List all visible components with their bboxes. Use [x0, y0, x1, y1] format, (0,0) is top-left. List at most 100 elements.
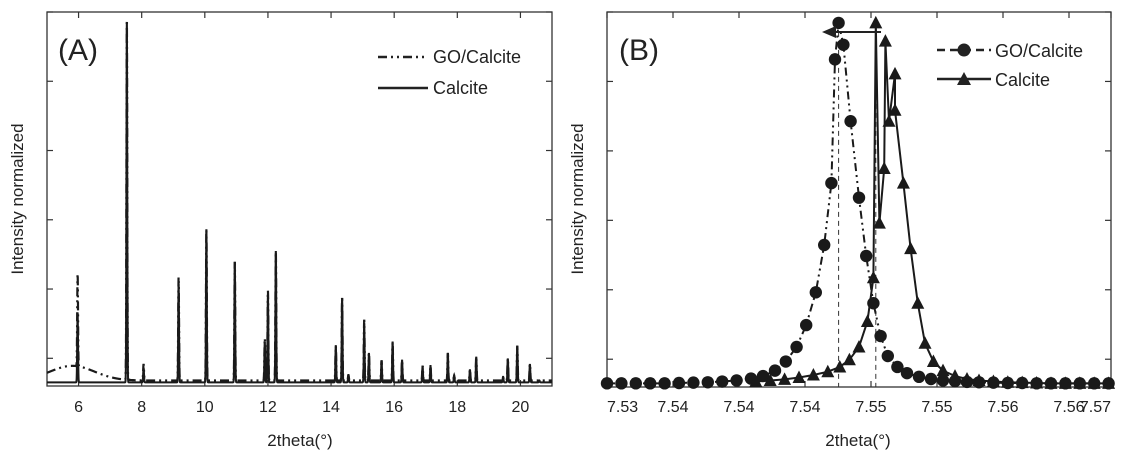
marker-go-calcite-point: [825, 176, 838, 190]
panel-b-x-tick-label: 7.53: [607, 399, 638, 416]
panel-a-x-tick-label: 16: [385, 399, 403, 416]
panel-a-frame: [46, 11, 553, 387]
marker-go-calcite-point: [701, 376, 714, 389]
marker-calcite-point: [860, 314, 874, 327]
panel-b-chart: 7.53 7.54 7.54 7.54 7.55 7.55 7.56 7.567.57 (B)…: [568, 11, 1116, 450]
legend-b-calcite-marker: [957, 72, 971, 85]
panel-b-x-tick-label: 7.54: [723, 399, 754, 416]
panel-a-x-tick-label: 8: [137, 399, 146, 416]
marker-go-calcite-point: [828, 53, 842, 66]
marker-go-calcite-point: [730, 374, 743, 387]
marker-go-calcite-point: [790, 340, 803, 354]
marker-calcite-point: [792, 370, 806, 384]
marker-go-calcite-point: [716, 375, 729, 388]
panel-b-x-tick-label: 7.54: [657, 399, 688, 416]
marker-go-calcite-point: [768, 364, 782, 377]
marker-go-calcite-point: [891, 360, 904, 374]
marker-calcite-point: [972, 373, 986, 386]
panel-b-x-tick-label: 7.56: [1053, 399, 1084, 416]
marker-go-calcite-point: [874, 329, 887, 343]
marker-calcite-point: [918, 336, 932, 349]
panel-a-x-tick-label: 6: [74, 399, 83, 416]
panel-b-x-tick-label: 7.54: [789, 399, 820, 416]
marker-calcite-point: [1030, 375, 1044, 389]
marker-go-calcite-point: [860, 249, 873, 263]
panel-a-series: [46, 21, 552, 384]
marker-calcite-point: [882, 114, 896, 127]
marker-go-calcite-point: [832, 16, 845, 30]
marker-go-calcite-point: [658, 377, 671, 390]
panel-a-label: (A): [58, 34, 98, 67]
marker-go-calcite-point: [881, 349, 894, 363]
panel-a-axis-ticks: 6 8 10 12 14 16 18 20: [47, 11, 552, 416]
panel-b-x-tick-label: 7.55: [921, 399, 952, 416]
marker-calcite-point: [872, 216, 886, 229]
panel-a-x-tick-label: 20: [512, 399, 530, 416]
marker-calcite-point: [936, 363, 950, 377]
marker-go-calcite-point: [600, 377, 614, 390]
marker-calcite-point: [888, 66, 902, 80]
marker-go-calcite-point: [818, 238, 831, 252]
marker-calcite-point: [1001, 375, 1015, 388]
marker-go-calcite-point: [936, 374, 950, 387]
marker-go-calcite-point: [644, 377, 657, 390]
marker-go-calcite-point: [900, 366, 914, 380]
legend-b-go-calcite-label: GO/Calcite: [995, 41, 1083, 61]
marker-go-calcite-point: [629, 377, 642, 390]
marker-go-calcite-point: [800, 318, 813, 332]
marker-calcite-point: [778, 372, 792, 385]
marker-calcite-point: [763, 373, 777, 386]
marker-go-calcite-point: [756, 369, 770, 383]
panel-b-peak-guides: [838, 22, 877, 387]
marker-calcite-point: [904, 241, 918, 255]
marker-go-calcite-point: [687, 376, 700, 389]
panel-b-shift-arrow: [822, 26, 881, 38]
marker-go-calcite-point: [852, 191, 866, 204]
marker-calcite-point: [1015, 375, 1029, 389]
marker-calcite-point: [1073, 376, 1087, 389]
panel-b-y-axis-label: Intensity normalized: [568, 123, 587, 274]
panel-b-markers: [600, 15, 1116, 390]
legend-a-go-calcite-label: GO/Calcite: [433, 47, 521, 67]
panel-a-x-tick-label: 14: [322, 399, 340, 416]
panel-a-x-tick-label: 10: [196, 399, 214, 416]
panel-a-y-axis-label: Intensity normalized: [8, 123, 27, 274]
panel-a-x-axis-label: 2theta(°): [267, 431, 332, 450]
panel-b-frame: [606, 11, 1112, 388]
panel-a-x-tick-label: 12: [259, 399, 277, 416]
marker-calcite-point: [1058, 376, 1072, 389]
panel-b-x-tick-label: 7.55: [855, 399, 886, 416]
marker-calcite-point: [960, 371, 974, 385]
marker-calcite-point: [1102, 376, 1116, 389]
marker-go-calcite-point: [672, 376, 686, 390]
panel-b-x-tick-label: 7.56: [987, 399, 1018, 416]
legend-b-calcite-label: Calcite: [995, 70, 1050, 90]
marker-calcite-point: [986, 374, 1000, 388]
panel-b-legend: GO/Calcite Calcite: [937, 41, 1083, 90]
marker-go-calcite-point: [924, 372, 938, 386]
marker-calcite-point: [866, 270, 880, 284]
marker-go-calcite-point: [809, 286, 822, 299]
series-a-calcite-line: [47, 22, 552, 384]
marker-calcite-point: [911, 296, 925, 309]
panel-b-label: (B): [619, 34, 659, 67]
panel-a-x-tick-label: 18: [448, 399, 466, 416]
marker-calcite-point: [821, 364, 835, 378]
marker-go-calcite-point: [844, 115, 857, 128]
marker-calcite-point: [948, 369, 962, 382]
legend-a-calcite-label: Calcite: [433, 78, 488, 98]
marker-calcite-point: [1087, 376, 1101, 389]
marker-calcite-point: [1044, 376, 1058, 389]
marker-calcite-point: [806, 367, 820, 381]
marker-calcite-point: [926, 354, 940, 368]
marker-calcite-point: [896, 176, 910, 189]
marker-calcite-point: [833, 359, 847, 373]
shift-arrow-head: [822, 26, 836, 38]
legend-b-go-calcite-marker: [957, 43, 971, 57]
marker-go-calcite-point: [837, 38, 850, 51]
marker-calcite-point: [842, 352, 856, 366]
marker-calcite-point: [878, 34, 892, 47]
panel-b-x-tick-label: 7.57: [1080, 399, 1111, 416]
series-a-go-calcite-line: [46, 21, 552, 382]
